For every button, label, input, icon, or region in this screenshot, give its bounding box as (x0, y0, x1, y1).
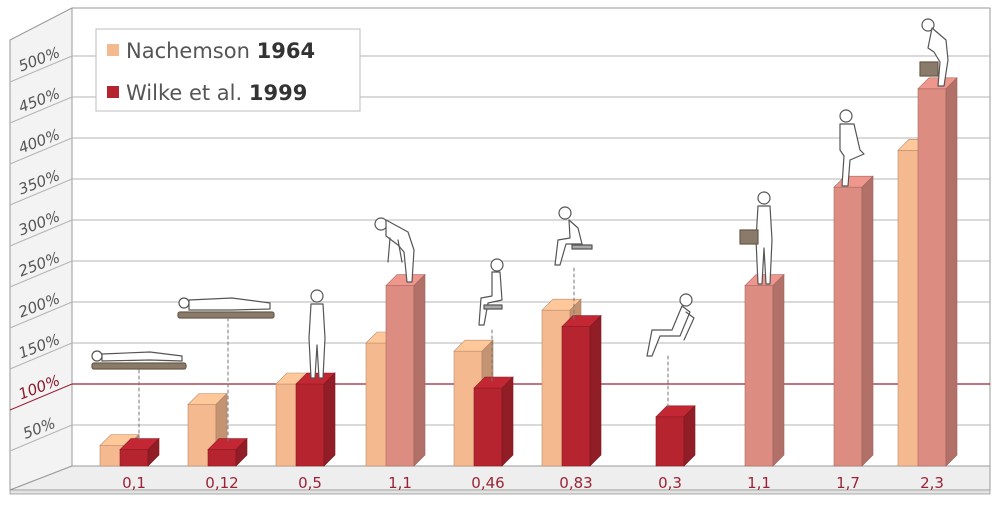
legend-entry-nachemson: Nachemson 1964 (107, 39, 315, 63)
category-label: 0,83 (559, 474, 592, 492)
person-lifting-box-icon (919, 18, 949, 87)
legend-swatch-wilke (107, 86, 119, 98)
person-stepping-icon (839, 109, 865, 187)
grid-line-side (9, 383, 73, 411)
bar-wilke (385, 273, 426, 467)
pictograms (91, 18, 949, 443)
legend: Nachemson 1964 Wilke et al. 1999 (95, 28, 361, 112)
person-sitting-bent-forward-icon (554, 206, 593, 323)
bar-wilke (295, 372, 336, 467)
grid-line-side (9, 424, 73, 452)
category-label: 1,1 (747, 474, 771, 492)
bar-wilke (744, 273, 785, 467)
bar-wilke (917, 77, 958, 467)
category-label: 0,3 (658, 474, 682, 492)
grid-line-side (9, 301, 73, 329)
person-lying-side-icon (177, 297, 275, 443)
grid-line-side (9, 342, 73, 370)
person-holding-box-icon (739, 191, 773, 285)
svg-text:Wilke et al. 1999: Wilke et al. 1999 (126, 81, 307, 105)
grid-line-side (9, 96, 73, 124)
grid-line-side (9, 137, 73, 165)
category-label: 2,3 (920, 474, 944, 492)
legend-year-nachemson: 1964 (257, 39, 315, 63)
bar-wilke (119, 437, 160, 467)
category-label: 0,12 (205, 474, 238, 492)
legend-label-nachemson: Nachemson (126, 39, 250, 63)
grid-line-side (9, 219, 73, 247)
category-label: 1,7 (836, 474, 860, 492)
floor-edge (9, 489, 991, 495)
grid-line-side (9, 260, 73, 288)
bar-wilke (207, 437, 248, 467)
person-lying-supine-icon (91, 350, 187, 443)
grid-line-side (9, 55, 73, 83)
bars (99, 77, 958, 467)
bar-wilke (655, 405, 696, 467)
bar-wilke (833, 175, 874, 467)
bar-wilke (561, 314, 602, 467)
person-sitting-reclined-icon (646, 293, 695, 411)
bar-wilke (473, 376, 514, 467)
category-label: 0,1 (122, 474, 146, 492)
legend-label-wilke: Wilke et al. (126, 81, 242, 105)
category-label: 1,1 (388, 474, 412, 492)
svg-text:Nachemson 1964: Nachemson 1964 (126, 39, 315, 63)
category-labels: 0,1 0,12 0,5 1,1 0,46 0,83 0,3 1,1 1,7 2,3 (122, 474, 944, 492)
legend-year-wilke: 1999 (249, 81, 307, 105)
category-label: 0,46 (471, 474, 504, 492)
person-sitting-upright-icon (478, 258, 504, 385)
legend-box (95, 28, 361, 112)
chart-floor (9, 465, 991, 495)
person-bending-forward-icon (374, 217, 415, 283)
bar-nachemson (187, 392, 228, 467)
grid-line-side (9, 178, 73, 206)
person-standing-icon (308, 289, 326, 379)
legend-swatch-nachemson (107, 44, 119, 56)
legend-entry-wilke: Wilke et al. 1999 (107, 81, 307, 105)
category-label: 0,5 (298, 474, 322, 492)
